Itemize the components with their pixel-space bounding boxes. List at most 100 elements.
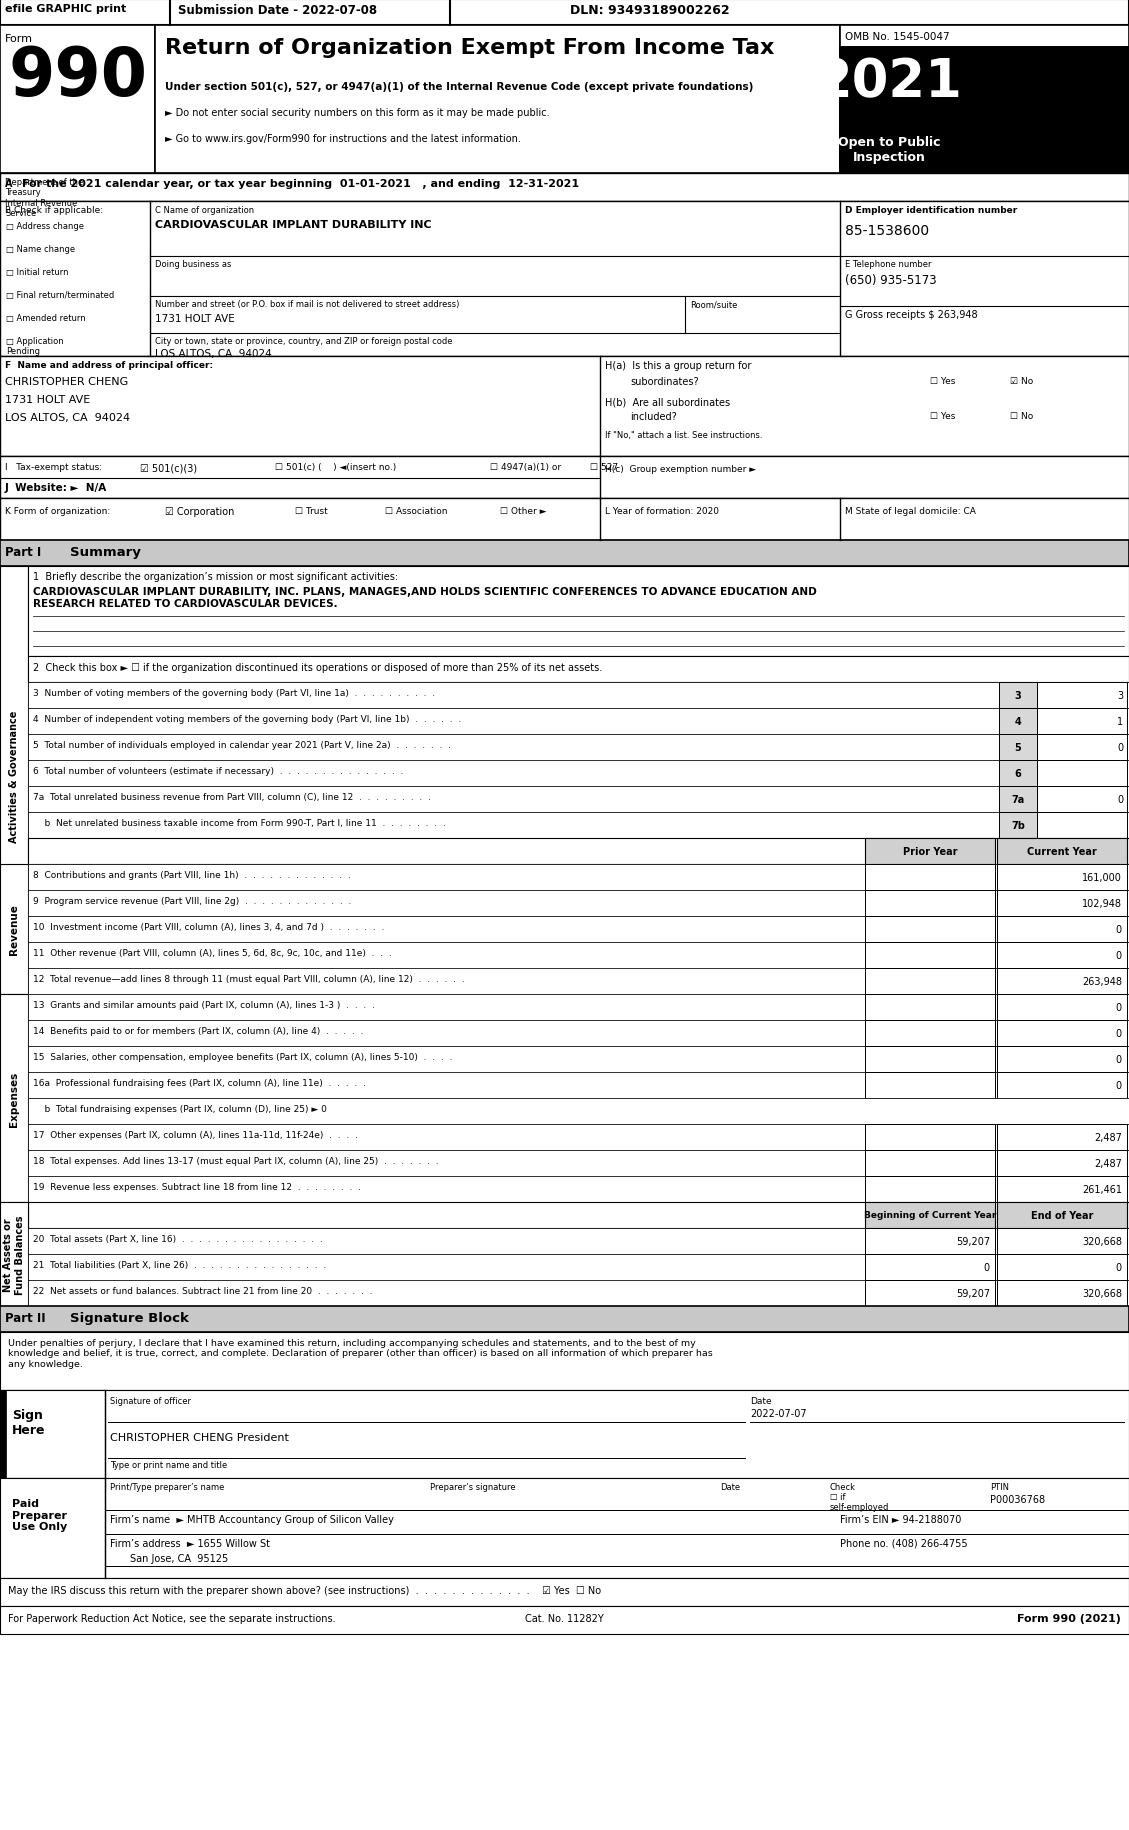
Text: DLN: 93493189002262: DLN: 93493189002262 [570, 4, 729, 16]
Bar [997, 917, 1127, 942]
Text: Type or print name and title: Type or print name and title [110, 1460, 227, 1469]
Bar [865, 838, 995, 864]
Bar [28, 864, 1129, 891]
Bar [0, 1391, 1129, 1479]
Text: 22  Net assets or fund balances. Subtract line 21 from line 20  .  .  .  .  .  .: 22 Net assets or fund balances. Subtract… [33, 1286, 373, 1296]
Bar [28, 1098, 1129, 1124]
Text: San Jose, CA  95125: San Jose, CA 95125 [130, 1554, 228, 1563]
Text: Current Year: Current Year [1027, 847, 1097, 856]
Bar [997, 1151, 1127, 1177]
Text: Beginning of Current Year: Beginning of Current Year [864, 1211, 996, 1221]
Text: 0: 0 [1117, 743, 1123, 752]
Text: 2022-07-07: 2022-07-07 [750, 1409, 806, 1418]
Bar [865, 864, 995, 891]
Text: □ Final return/terminated: □ Final return/terminated [6, 291, 114, 300]
Text: 990: 990 [8, 44, 147, 110]
Text: For the 2021 calendar year, or tax year beginning  01-01-2021   , and ending  12: For the 2021 calendar year, or tax year … [21, 179, 579, 188]
Text: b  Net unrelated business taxable income from Form 990-T, Part I, line 11  .  . : b Net unrelated business taxable income … [33, 818, 446, 827]
Bar [28, 942, 1129, 968]
Text: 7a: 7a [1012, 794, 1025, 805]
Text: b  Total fundraising expenses (Part IX, column (D), line 25) ► 0: b Total fundraising expenses (Part IX, c… [33, 1103, 327, 1113]
Bar [840, 48, 1129, 128]
Text: □ Initial return: □ Initial return [6, 267, 69, 276]
Bar [0, 567, 28, 986]
Text: City or town, state or province, country, and ZIP or foreign postal code: City or town, state or province, country… [155, 337, 453, 346]
Text: Firm’s name  ► MHTB Accountancy Group of Silicon Valley: Firm’s name ► MHTB Accountancy Group of … [110, 1513, 394, 1524]
Bar [997, 1254, 1127, 1281]
Bar [997, 942, 1127, 968]
Text: 3  Number of voting members of the governing body (Part VI, line 1a)  .  .  .  .: 3 Number of voting members of the govern… [33, 688, 435, 697]
Text: 19  Revenue less expenses. Subtract line 18 from line 12  .  .  .  .  .  .  .  .: 19 Revenue less expenses. Subtract line … [33, 1182, 361, 1191]
Text: Part II: Part II [5, 1312, 45, 1325]
Bar [997, 1124, 1127, 1151]
Text: Preparer’s signature: Preparer’s signature [430, 1482, 516, 1491]
Bar [28, 917, 1129, 942]
Text: CARDIOVASCULAR IMPLANT DURABILITY INC: CARDIOVASCULAR IMPLANT DURABILITY INC [155, 220, 431, 231]
Text: □ Name change: □ Name change [6, 245, 76, 254]
Bar [999, 761, 1038, 787]
Text: ☐ Association: ☐ Association [385, 507, 447, 516]
Text: 13  Grants and similar amounts paid (Part IX, column (A), lines 1-3 )  .  .  .  : 13 Grants and similar amounts paid (Part… [33, 1001, 375, 1010]
Text: □ Amended return: □ Amended return [6, 313, 86, 322]
Text: □ Application
Pending: □ Application Pending [6, 337, 63, 357]
Text: 320,668: 320,668 [1082, 1237, 1122, 1246]
Text: 10  Investment income (Part VIII, column (A), lines 3, 4, and 7d )  .  .  .  .  : 10 Investment income (Part VIII, column … [33, 922, 384, 931]
Text: J  Website: ►  N/A: J Website: ► N/A [5, 483, 107, 492]
Text: Open to Public
Inspection: Open to Public Inspection [838, 135, 940, 165]
Text: Firm’s EIN ► 94-2188070: Firm’s EIN ► 94-2188070 [840, 1513, 962, 1524]
Bar [999, 787, 1038, 813]
Bar [0, 1391, 6, 1479]
Bar [0, 357, 1129, 458]
Bar [0, 1391, 105, 1479]
Text: 320,668: 320,668 [1082, 1288, 1122, 1297]
Bar [28, 968, 1129, 994]
Text: Firm’s address  ► 1655 Willow St: Firm’s address ► 1655 Willow St [110, 1539, 270, 1548]
Text: 0: 0 [1115, 1080, 1122, 1091]
Text: I   Tax-exempt status:: I Tax-exempt status: [5, 463, 102, 472]
Bar [0, 1479, 1129, 1577]
Text: ☐ Yes: ☐ Yes [930, 377, 955, 386]
Bar [28, 891, 1129, 917]
Bar [28, 813, 1129, 838]
Text: CHRISTOPHER CHENG: CHRISTOPHER CHENG [5, 377, 129, 386]
Text: Submission Date - 2022-07-08: Submission Date - 2022-07-08 [178, 4, 377, 16]
Bar [0, 1607, 1129, 1634]
Bar [1038, 787, 1127, 813]
Bar [28, 1228, 1129, 1254]
Bar [0, 1577, 1129, 1607]
Text: ☐ if
self-employed: ☐ if self-employed [830, 1491, 890, 1512]
Text: PTIN: PTIN [990, 1482, 1009, 1491]
Text: L Year of formation: 2020: L Year of formation: 2020 [605, 507, 719, 516]
Text: 0: 0 [983, 1263, 990, 1272]
Text: B Check if applicable:: B Check if applicable: [5, 207, 103, 214]
Bar [997, 1202, 1127, 1228]
Bar [865, 1228, 995, 1254]
Bar [0, 864, 28, 994]
Bar [865, 1124, 995, 1151]
Bar [865, 1021, 995, 1047]
Text: G Gross receipts $ 263,948: G Gross receipts $ 263,948 [844, 309, 978, 320]
Text: Part I: Part I [5, 545, 42, 558]
Text: 261,461: 261,461 [1082, 1184, 1122, 1195]
Text: ☐ Yes: ☐ Yes [930, 412, 955, 421]
Text: Form: Form [5, 35, 33, 44]
Bar [0, 201, 1129, 357]
Bar [0, 1332, 1129, 1391]
Text: 2  Check this box ► ☐ if the organization discontinued its operations or dispose: 2 Check this box ► ☐ if the organization… [33, 662, 602, 673]
Text: 12  Total revenue—add lines 8 through 11 (must equal Part VIII, column (A), line: 12 Total revenue—add lines 8 through 11 … [33, 974, 465, 983]
Text: ☑ No: ☑ No [1010, 377, 1033, 386]
Bar [997, 1228, 1127, 1254]
Text: K Form of organization:: K Form of organization: [5, 507, 111, 516]
Text: ► Go to www.irs.gov/Form990 for instructions and the latest information.: ► Go to www.irs.gov/Form990 for instruct… [165, 134, 520, 145]
Bar [865, 1281, 995, 1307]
Bar [28, 708, 1129, 734]
Bar [1038, 708, 1127, 734]
Bar [0, 174, 1129, 201]
Bar [28, 1254, 1129, 1281]
Text: 2021: 2021 [815, 57, 962, 108]
Text: 9  Program service revenue (Part VIII, line 2g)  .  .  .  .  .  .  .  .  .  .  .: 9 Program service revenue (Part VIII, li… [33, 897, 351, 906]
Bar [997, 1177, 1127, 1202]
Text: Paid
Preparer
Use Only: Paid Preparer Use Only [12, 1499, 68, 1532]
Bar [0, 1307, 1129, 1332]
Bar [0, 458, 1129, 500]
